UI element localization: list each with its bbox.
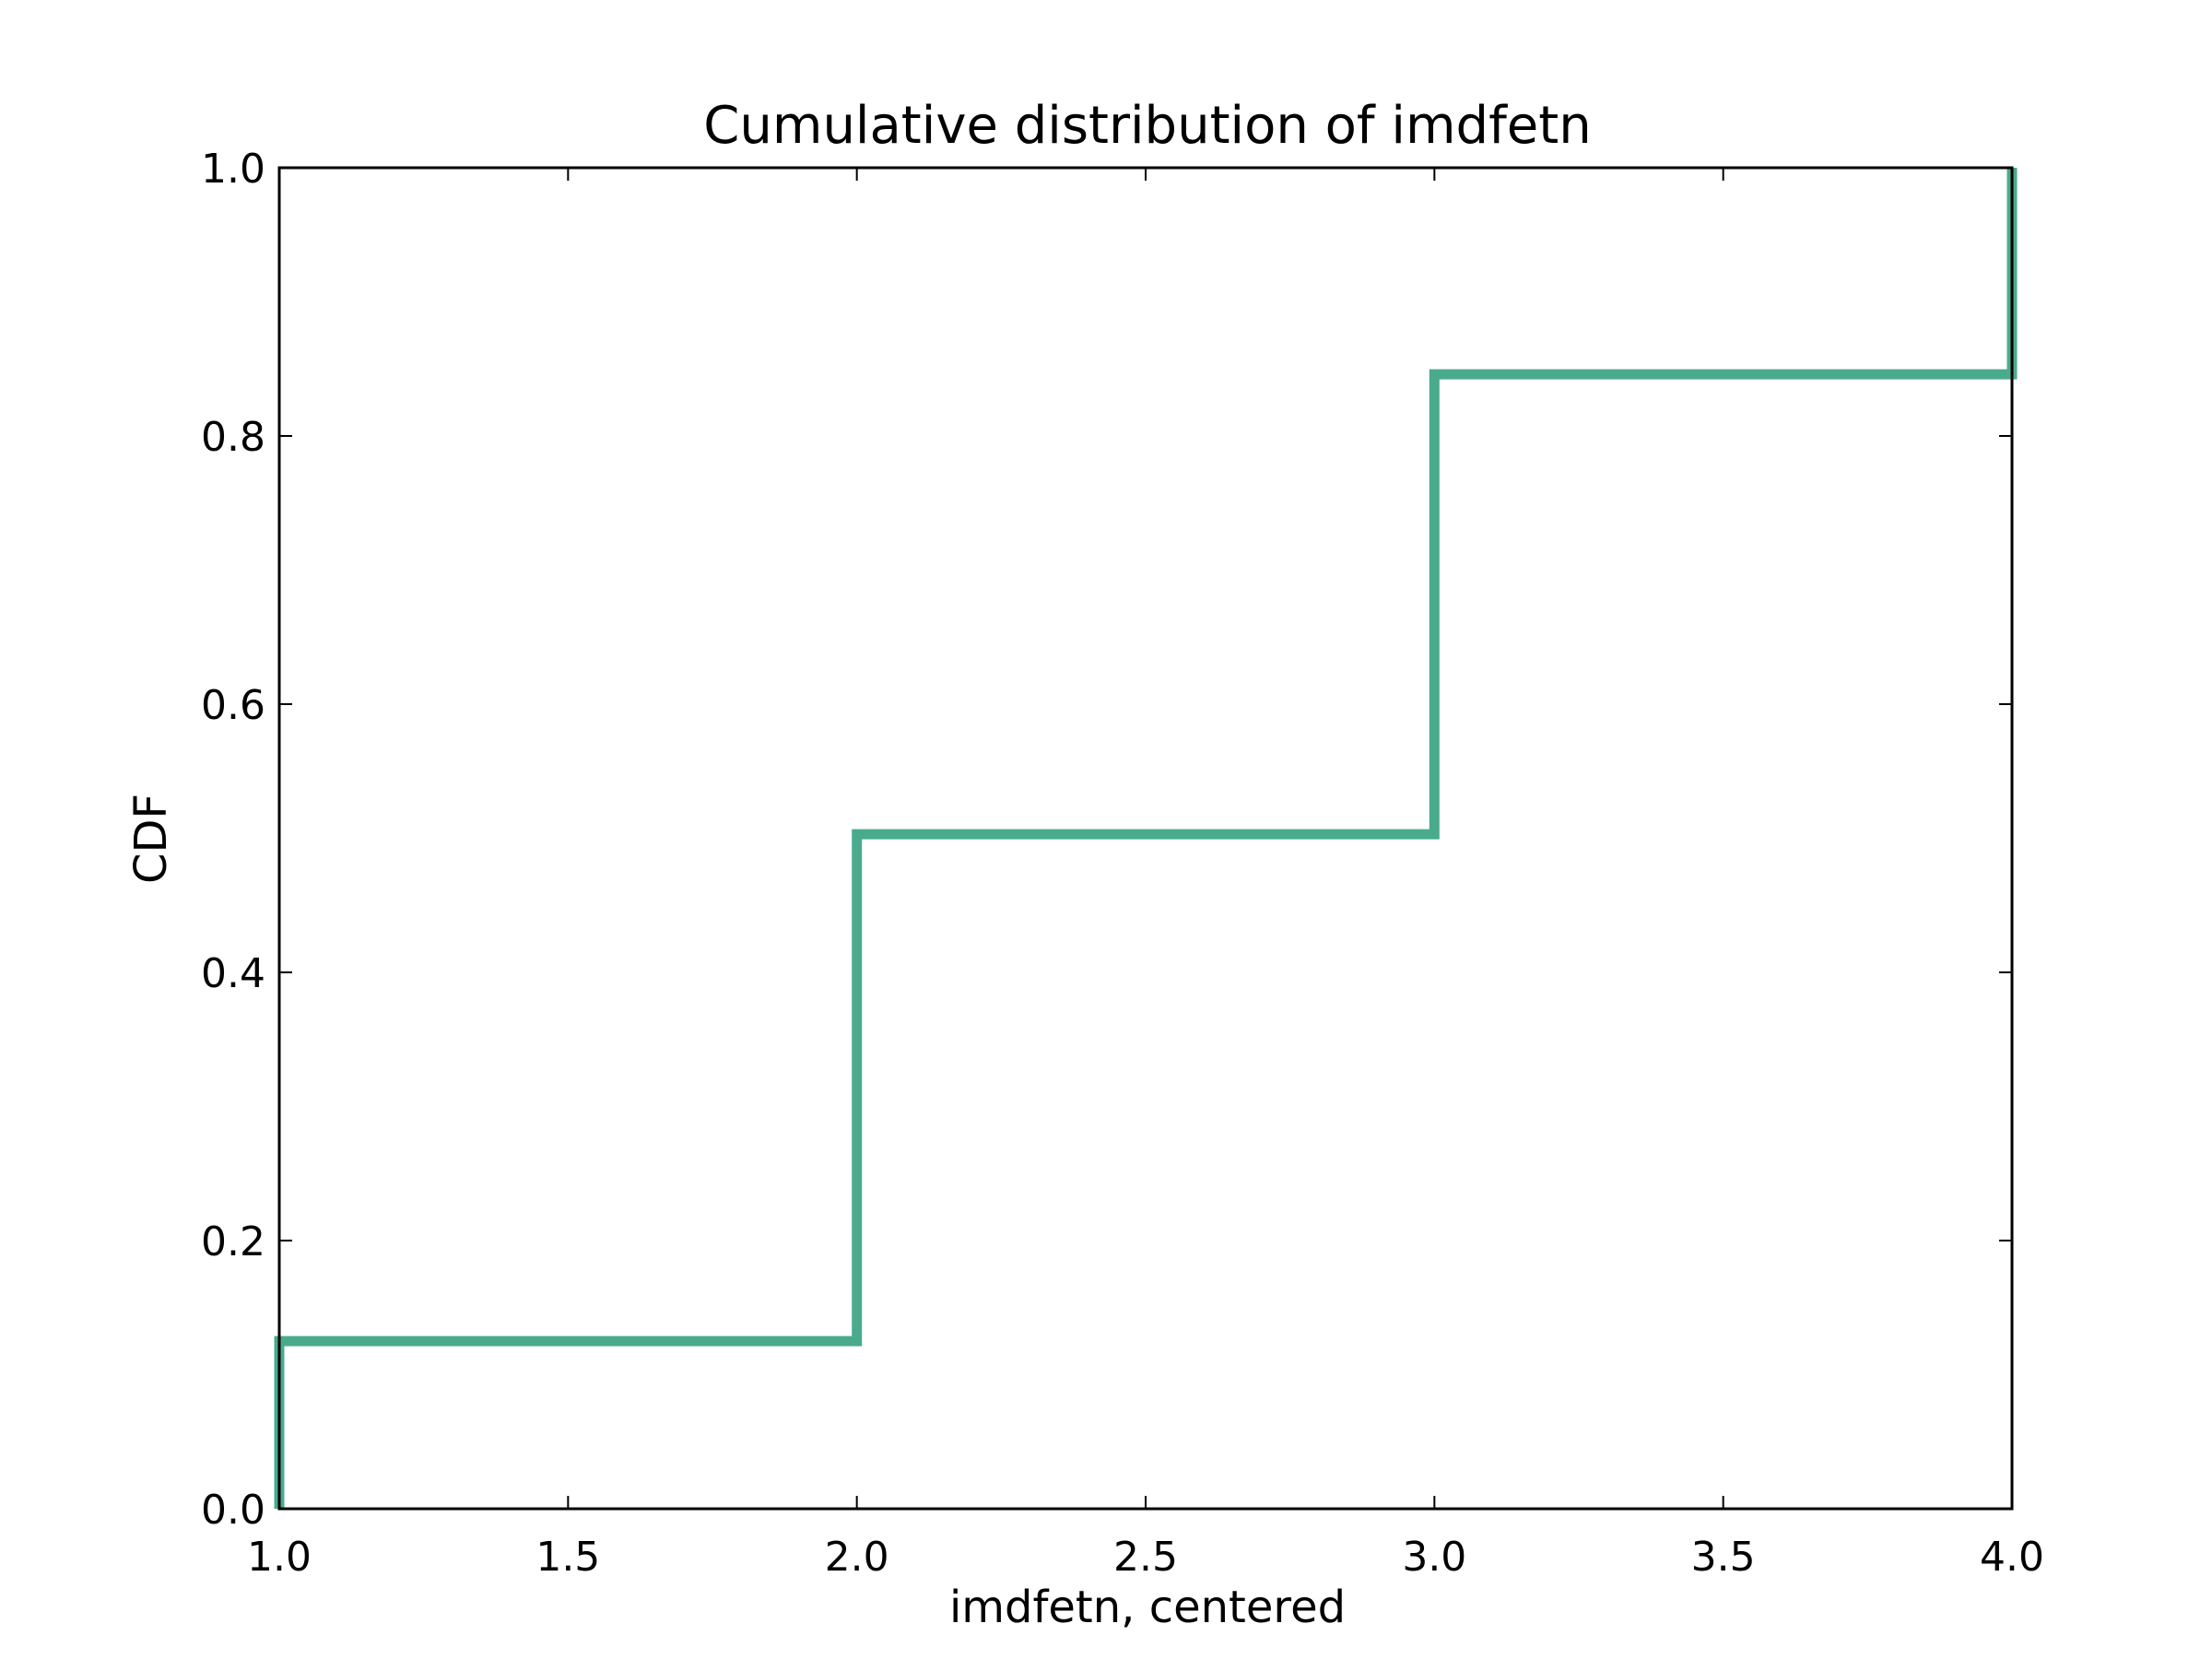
plot-area — [274, 168, 2018, 1509]
y-tick-label: 1.0 — [201, 146, 265, 193]
x-tick-label: 4.0 — [1980, 1534, 2044, 1581]
chart-title: Cumulative distribution of imdfetn — [703, 96, 1591, 156]
y-tick-label: 0.0 — [201, 1487, 265, 1534]
y-axis-label: CDF — [125, 794, 177, 884]
x-tick-label: 1.5 — [535, 1534, 600, 1581]
plot-frame — [277, 166, 2014, 1511]
x-axis-label: imdfetn, centered — [949, 1582, 1346, 1633]
cdf-step-line — [274, 168, 2018, 1509]
x-tick-label: 1.0 — [247, 1534, 312, 1581]
y-tick-label: 0.6 — [201, 682, 265, 729]
x-tick-label: 2.5 — [1113, 1534, 1178, 1581]
x-tick-label: 2.0 — [825, 1534, 889, 1581]
y-axis-ticks: 0.0 0.2 0.4 0.6 0.8 1.0 — [201, 146, 2012, 1534]
y-tick-label: 0.8 — [201, 414, 265, 461]
y-tick-label: 0.2 — [201, 1218, 265, 1265]
x-tick-label: 3.0 — [1402, 1534, 1466, 1581]
x-axis-ticks: 1.0 1.5 2.0 2.5 3.0 3.5 4.0 — [247, 168, 2044, 1581]
y-tick-label: 0.4 — [201, 950, 265, 997]
x-tick-label: 3.5 — [1691, 1534, 1756, 1581]
